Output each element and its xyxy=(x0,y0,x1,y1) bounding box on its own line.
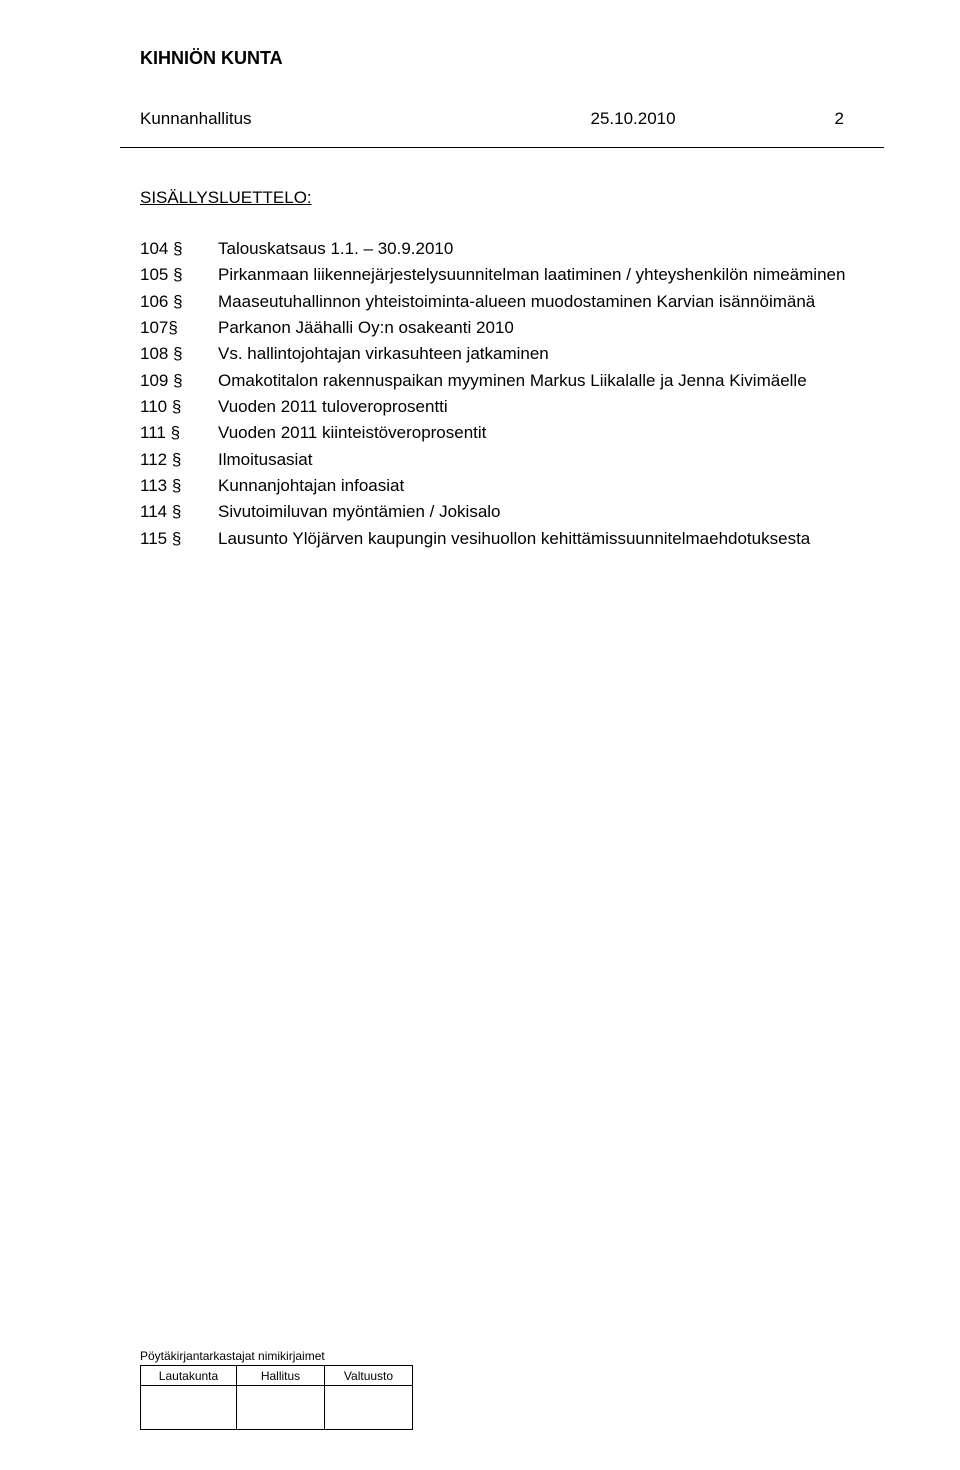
toc-row: 105 §Pirkanmaan liikennejärjestelysuunni… xyxy=(140,262,864,288)
toc-item-number: 105 § xyxy=(140,262,218,288)
toc-item-text: Parkanon Jäähalli Oy:n osakeanti 2010 xyxy=(218,315,864,341)
toc-item-number: 109 § xyxy=(140,368,218,394)
toc-row: 109 §Omakotitalon rakennuspaikan myymine… xyxy=(140,368,864,394)
toc-item-number: 111 § xyxy=(140,420,218,446)
org-name: KIHNIÖN KUNTA xyxy=(140,48,864,69)
footer-blank-cell xyxy=(325,1386,413,1430)
toc-row: 111 §Vuoden 2011 kiinteistöveroprosentit xyxy=(140,420,864,446)
footer-col-hallitus: Hallitus xyxy=(237,1366,325,1386)
toc-row: 114 §Sivutoimiluvan myöntämien / Jokisal… xyxy=(140,499,864,525)
header-date: 25.10.2010 xyxy=(590,109,675,129)
footer-col-lautakunta: Lautakunta xyxy=(141,1366,237,1386)
toc-item-text: Vuoden 2011 kiinteistöveroprosentit xyxy=(218,420,864,446)
toc-item-number: 106 § xyxy=(140,289,218,315)
toc-item-number: 104 § xyxy=(140,236,218,262)
footer-blank-cell xyxy=(141,1386,237,1430)
toc-item-text: Vuoden 2011 tuloveroprosentti xyxy=(218,394,864,420)
toc-item-number: 108 § xyxy=(140,341,218,367)
toc-item-number: 115 § xyxy=(140,526,218,552)
toc-item-number: 113 § xyxy=(140,473,218,499)
toc-item-text: Talouskatsaus 1.1. – 30.9.2010 xyxy=(218,236,864,262)
toc-row: 113 §Kunnanjohtajan infoasiat xyxy=(140,473,864,499)
toc-row: 104 §Talouskatsaus 1.1. – 30.9.2010 xyxy=(140,236,864,262)
toc-list: 104 §Talouskatsaus 1.1. – 30.9.2010105 §… xyxy=(140,236,864,552)
toc-item-text: Lausunto Ylöjärven kaupungin vesihuollon… xyxy=(218,526,864,552)
footer-table: Lautakunta Hallitus Valtuusto xyxy=(140,1365,413,1430)
footer: Pöytäkirjantarkastajat nimikirjaimet Lau… xyxy=(140,1349,413,1430)
footer-label: Pöytäkirjantarkastajat nimikirjaimet xyxy=(140,1349,413,1363)
footer-table-blank-row xyxy=(141,1386,413,1430)
page-header: Kunnanhallitus 25.10.2010 2 xyxy=(140,109,864,129)
toc-item-text: Kunnanjohtajan infoasiat xyxy=(218,473,864,499)
toc-item-text: Vs. hallintojohtajan virkasuhteen jatkam… xyxy=(218,341,864,367)
toc-item-text: Maaseutuhallinnon yhteistoiminta-alueen … xyxy=(218,289,864,315)
toc-row: 115 §Lausunto Ylöjärven kaupungin vesihu… xyxy=(140,526,864,552)
toc-item-text: Pirkanmaan liikennejärjestelysuunnitelma… xyxy=(218,262,864,288)
toc-item-number: 112 § xyxy=(140,447,218,473)
header-page-number: 2 xyxy=(835,109,844,129)
toc-title: SISÄLLYSLUETTELO: xyxy=(140,188,864,208)
toc-item-number: 107§ xyxy=(140,315,218,341)
footer-table-header-row: Lautakunta Hallitus Valtuusto xyxy=(141,1366,413,1386)
toc-item-number: 114 § xyxy=(140,499,218,525)
toc-row: 110 §Vuoden 2011 tuloveroprosentti xyxy=(140,394,864,420)
header-body: Kunnanhallitus xyxy=(140,109,252,129)
toc-item-text: Sivutoimiluvan myöntämien / Jokisalo xyxy=(218,499,864,525)
toc-item-text: Ilmoitusasiat xyxy=(218,447,864,473)
toc-row: 108 §Vs. hallintojohtajan virkasuhteen j… xyxy=(140,341,864,367)
footer-blank-cell xyxy=(237,1386,325,1430)
toc-row: 107§Parkanon Jäähalli Oy:n osakeanti 201… xyxy=(140,315,864,341)
header-divider xyxy=(120,147,884,148)
toc-item-number: 110 § xyxy=(140,394,218,420)
toc-row: 112 §Ilmoitusasiat xyxy=(140,447,864,473)
footer-col-valtuusto: Valtuusto xyxy=(325,1366,413,1386)
toc-row: 106 §Maaseutuhallinnon yhteistoiminta-al… xyxy=(140,289,864,315)
toc-item-text: Omakotitalon rakennuspaikan myyminen Mar… xyxy=(218,368,864,394)
